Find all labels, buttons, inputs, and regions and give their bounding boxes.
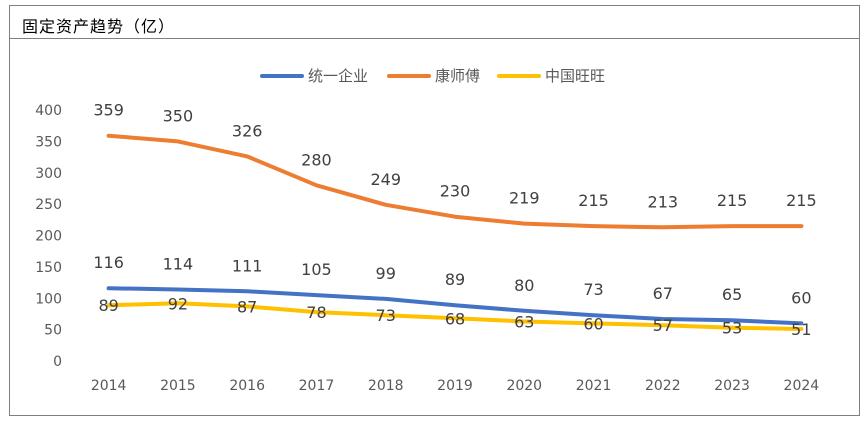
chart-frame: 固定资产趋势（亿） [9,5,860,416]
title-bar: 固定资产趋势（亿） [10,6,859,39]
series-line [106,301,804,331]
y-tick-label: 0 [53,354,62,370]
data-label: 111 [232,256,263,275]
data-label: 215 [786,191,817,210]
y-tick-label: 100 [35,291,62,307]
y-tick-label: 400 [35,103,62,119]
data-label: 89 [445,270,465,289]
data-label: 116 [93,253,124,272]
data-label: 68 [445,309,465,328]
x-tick-label: 2016 [229,378,265,394]
legend-label: 统一企业 [308,67,368,85]
data-label: 215 [578,191,609,210]
x-tick-label: 2024 [784,378,820,394]
legend-label: 康师傅 [435,67,480,85]
y-tick-label: 200 [35,229,62,245]
x-tick-label: 2014 [91,378,127,394]
data-label: 87 [237,297,257,316]
data-label: 105 [301,260,332,279]
x-tick-label: 2021 [576,378,612,394]
data-label: 63 [514,312,534,331]
x-tick-label: 2017 [299,378,335,394]
x-tick-label: 2019 [437,378,473,394]
data-label: 51 [791,320,811,339]
series-line [106,286,804,326]
y-tick-label: 250 [35,197,62,213]
data-label: 73 [376,306,396,325]
x-tick-label: 2023 [714,378,750,394]
data-label: 219 [509,189,540,208]
data-label: 73 [583,280,603,299]
data-label: 78 [306,303,326,322]
data-label: 60 [791,288,811,307]
x-tick-label: 2015 [160,378,196,394]
data-label: 92 [168,294,188,313]
series-line [106,133,804,230]
data-label: 114 [163,254,194,273]
y-tick-label: 50 [44,323,62,339]
data-label: 89 [98,296,118,315]
data-label: 213 [648,192,679,211]
x-tick-label: 2020 [506,378,542,394]
data-label: 80 [514,276,534,295]
y-tick-label: 300 [35,166,62,182]
data-label: 280 [301,150,332,169]
data-label: 65 [722,285,742,304]
data-label: 230 [440,182,471,201]
data-label: 60 [583,314,603,333]
x-tick-label: 2022 [645,378,681,394]
chart-title: 固定资产趋势（亿） [22,17,176,36]
data-label: 249 [370,170,401,189]
y-tick-label: 150 [35,260,62,276]
x-tick-label: 2018 [368,378,404,394]
data-label: 53 [722,319,742,338]
data-label: 99 [376,264,396,283]
legend-label: 中国旺旺 [545,67,605,85]
data-label: 326 [232,121,263,140]
data-label: 359 [93,101,124,120]
data-label: 215 [717,191,748,210]
data-label: 67 [653,284,673,303]
y-tick-label: 350 [35,134,62,150]
data-label: 57 [653,316,673,335]
data-label: 350 [163,106,194,125]
